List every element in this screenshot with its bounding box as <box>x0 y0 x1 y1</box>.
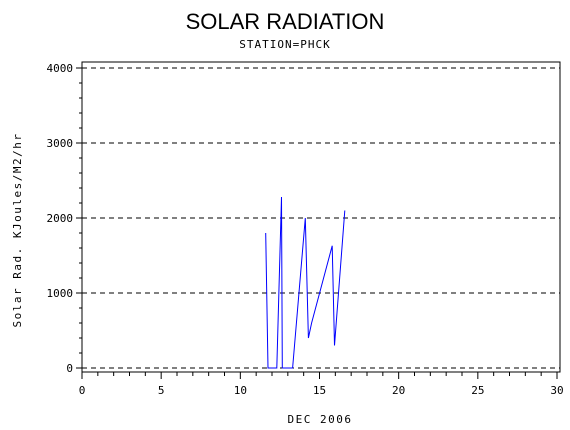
x-tick-label-5: 5 <box>158 384 165 397</box>
x-tick-label-25: 25 <box>471 384 484 397</box>
x-tick-label-0: 0 <box>79 384 86 397</box>
series-line-0 <box>265 196 346 369</box>
y-axis-label: Solar Rad. KJoules/M2/hr <box>11 133 24 328</box>
x-tick-label-20: 20 <box>392 384 405 397</box>
chart-subtitle: STATION=PHCK <box>239 38 330 51</box>
x-tick-label-15: 15 <box>313 384 326 397</box>
y-tick-label-2000: 2000 <box>47 212 74 225</box>
chart-title: SOLAR RADIATION <box>186 9 385 34</box>
y-tick-label-1000: 1000 <box>47 287 74 300</box>
x-tick-label-10: 10 <box>234 384 247 397</box>
y-tick-label-0: 0 <box>66 362 73 375</box>
plot-frame <box>81 61 561 373</box>
series-group <box>265 196 346 369</box>
y-tick-label-3000: 3000 <box>47 137 74 150</box>
x-tick-label-30: 30 <box>550 384 563 397</box>
grid-lines <box>82 67 560 369</box>
y-tick-label-4000: 4000 <box>47 62 74 75</box>
x-axis-label: DEC 2006 <box>288 413 353 426</box>
x-axis: 0 5 10 15 20 25 30 <box>79 372 564 397</box>
y-axis: 0 1000 2000 3000 4000 <box>47 62 82 375</box>
